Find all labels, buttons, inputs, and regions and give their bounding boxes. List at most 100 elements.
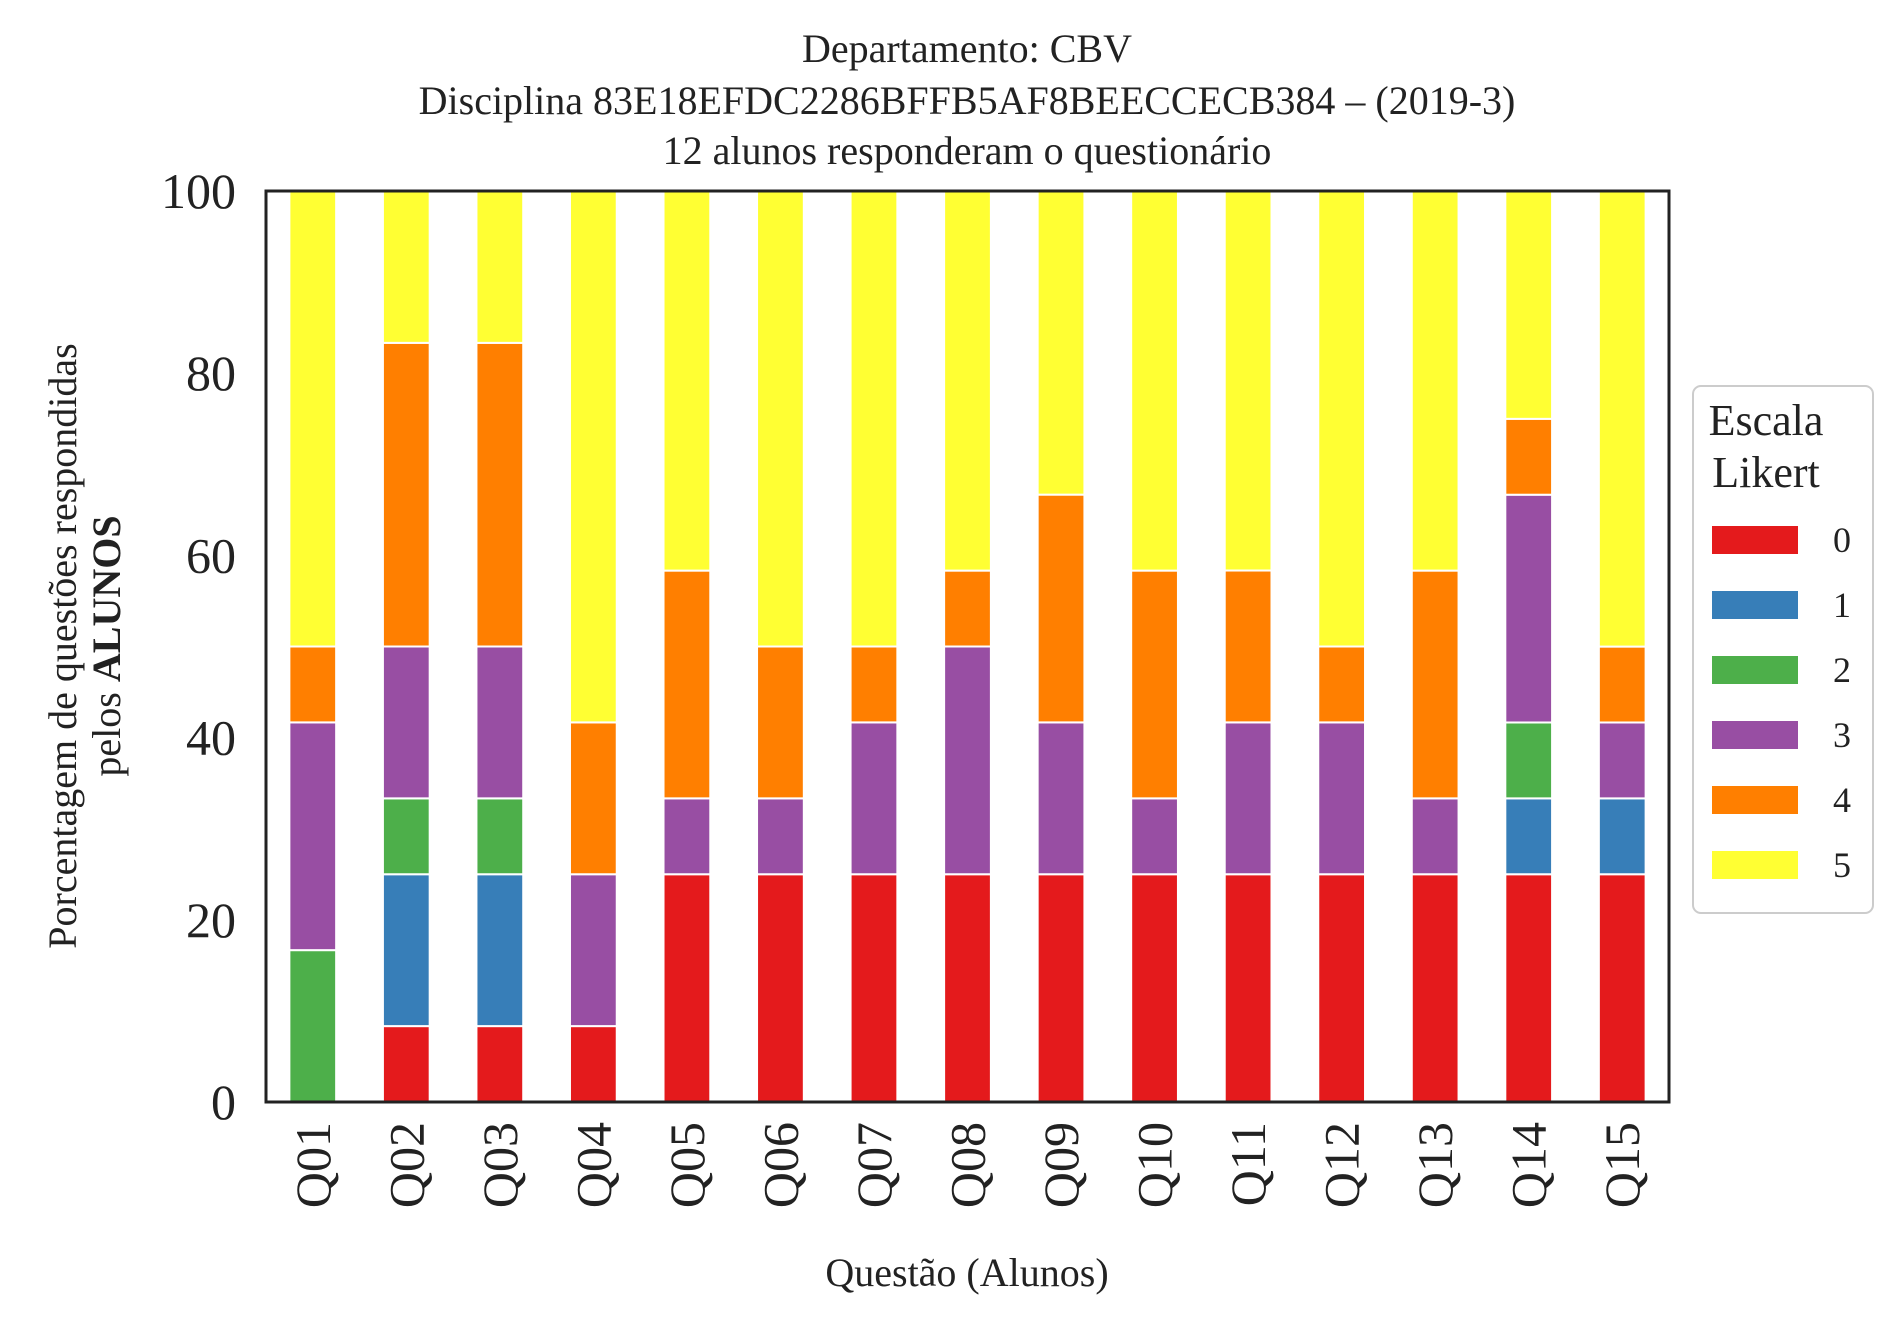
bar-q13-likert-3 bbox=[1410, 797, 1460, 876]
bar-q11-likert-5 bbox=[1223, 189, 1273, 572]
bar-q07-likert-3 bbox=[849, 721, 899, 876]
bar-q15-likert-4 bbox=[1597, 645, 1647, 724]
legend-swatch-5 bbox=[1712, 851, 1798, 879]
x-tick-label-q07: Q07 bbox=[846, 1122, 902, 1208]
bar-q13-likert-5 bbox=[1410, 190, 1460, 572]
x-tick-label-q12: Q12 bbox=[1314, 1122, 1370, 1208]
bar-q01-likert-5 bbox=[288, 190, 338, 648]
bar-q09-likert-5 bbox=[1036, 190, 1086, 496]
bar-q08-likert-5 bbox=[943, 190, 992, 572]
bar-q12-likert-5 bbox=[1317, 190, 1367, 648]
bar-q08-likert-4 bbox=[943, 569, 992, 648]
bar-q11-likert-0 bbox=[1223, 873, 1273, 1103]
bar-q01-likert-3 bbox=[288, 721, 338, 952]
bar-q12-likert-4 bbox=[1317, 645, 1367, 724]
legend-box bbox=[1692, 385, 1874, 914]
bar-q09-likert-3 bbox=[1036, 721, 1086, 876]
bar-q01-likert-4 bbox=[288, 645, 338, 724]
bar-q04-likert-4 bbox=[568, 721, 618, 876]
legend-swatch-3 bbox=[1712, 721, 1798, 749]
bar-q09-likert-4 bbox=[1036, 493, 1086, 724]
y-tick-label-60: 60 bbox=[186, 527, 236, 583]
x-tick-label-q06: Q06 bbox=[752, 1122, 808, 1208]
bar-q13-likert-4 bbox=[1410, 569, 1460, 800]
legend-swatch-0 bbox=[1712, 526, 1798, 554]
bar-q03-likert-3 bbox=[475, 645, 525, 800]
legend-label-2: 2 bbox=[1833, 650, 1851, 690]
legend-label-0: 0 bbox=[1833, 520, 1851, 560]
y-tick-label-100: 100 bbox=[161, 163, 236, 219]
y-axis-label-bold: ALUNOS bbox=[84, 515, 129, 682]
x-axis-label: Questão (Alunos) bbox=[825, 1250, 1108, 1295]
legend-title-line-1: Escala bbox=[1709, 396, 1824, 445]
x-tick-label-q11: Q11 bbox=[1220, 1122, 1276, 1206]
bar-q06-likert-4 bbox=[756, 645, 805, 800]
bar-q10-likert-5 bbox=[1130, 190, 1179, 572]
legend-items: 0 1 2 3 4 5 bbox=[1712, 520, 1851, 885]
bar-q10-likert-3 bbox=[1130, 797, 1179, 876]
bar-q02-likert-1 bbox=[381, 873, 431, 1028]
x-tick-label-q04: Q04 bbox=[565, 1122, 621, 1208]
bar-q04-likert-3 bbox=[568, 873, 618, 1028]
bar-q14-likert-5 bbox=[1504, 190, 1554, 420]
bar-q11-likert-4 bbox=[1223, 569, 1273, 724]
bar-q09-likert-0 bbox=[1036, 873, 1086, 1103]
bar-q05-likert-3 bbox=[662, 797, 712, 876]
x-tick-label-q15: Q15 bbox=[1594, 1122, 1650, 1208]
legend: Escala Likert 0 1 2 3 4 5 bbox=[1692, 385, 1874, 914]
y-axis-label: Porcentagem de questões respondidas bbox=[40, 343, 85, 948]
title-line-2: Disciplina 83E18EFDC2286BFFB5AF8BEECCECB… bbox=[419, 78, 1516, 123]
bar-q07-likert-0 bbox=[849, 873, 899, 1103]
bar-q07-likert-4 bbox=[849, 645, 899, 724]
bars-layer bbox=[288, 189, 1647, 1104]
bar-q02-likert-0 bbox=[381, 1025, 431, 1103]
bar-q08-likert-3 bbox=[943, 645, 992, 876]
bar-q05-likert-4 bbox=[662, 569, 712, 800]
x-tick-label-q09: Q09 bbox=[1033, 1122, 1089, 1208]
bar-q06-likert-5 bbox=[756, 190, 805, 648]
plot-frame bbox=[264, 189, 1671, 1104]
title-line-3: 12 alunos responderam o questionário bbox=[663, 128, 1272, 173]
bar-q05-likert-5 bbox=[662, 190, 712, 572]
x-tick-label-q08: Q08 bbox=[940, 1122, 996, 1208]
bar-q02-likert-2 bbox=[381, 797, 431, 876]
y-axis-ticks: 0 20 40 60 80 100 bbox=[161, 163, 236, 1130]
bar-q14-likert-2 bbox=[1504, 721, 1554, 800]
bar-q01-likert-2 bbox=[288, 949, 338, 1104]
bar-q08-likert-0 bbox=[943, 873, 992, 1103]
bar-q03-likert-4 bbox=[475, 341, 525, 648]
bar-q12-likert-3 bbox=[1317, 721, 1367, 876]
legend-label-3: 3 bbox=[1833, 715, 1851, 755]
bar-q03-likert-2 bbox=[475, 797, 525, 876]
bar-q15-likert-3 bbox=[1597, 721, 1647, 800]
y-tick-label-40: 40 bbox=[186, 710, 236, 766]
bar-q15-likert-5 bbox=[1597, 190, 1647, 648]
x-tick-label-q13: Q13 bbox=[1407, 1122, 1463, 1208]
y-axis-label-prefix: pelos bbox=[84, 682, 129, 776]
bar-q15-likert-0 bbox=[1597, 873, 1647, 1103]
legend-label-5: 5 bbox=[1833, 845, 1851, 885]
y-tick-label-80: 80 bbox=[186, 345, 236, 401]
legend-swatch-1 bbox=[1712, 591, 1798, 619]
legend-swatch-2 bbox=[1712, 656, 1798, 684]
bar-q10-likert-0 bbox=[1130, 873, 1179, 1103]
chart-title: Departamento: CBV Disciplina 83E18EFDC22… bbox=[419, 26, 1516, 173]
bar-q03-likert-0 bbox=[475, 1025, 525, 1103]
bar-q02-likert-3 bbox=[381, 645, 431, 800]
bar-q04-likert-5 bbox=[568, 190, 618, 724]
bar-q14-likert-4 bbox=[1504, 417, 1554, 496]
bar-q14-likert-3 bbox=[1504, 493, 1554, 724]
legend-title-line-2: Likert bbox=[1712, 448, 1820, 497]
x-tick-label-q14: Q14 bbox=[1501, 1122, 1557, 1208]
x-tick-label-q10: Q10 bbox=[1127, 1122, 1183, 1208]
x-axis-ticks: Q01 Q02 Q03 Q04 Q05 Q06 Q07 Q08 Q09 Q10 Q11 Q12 Q13 Q… bbox=[285, 1122, 1650, 1208]
legend-label-4: 4 bbox=[1833, 780, 1851, 820]
bar-q06-likert-0 bbox=[756, 873, 805, 1103]
bar-q04-likert-0 bbox=[568, 1025, 618, 1103]
legend-swatch-4 bbox=[1712, 786, 1798, 814]
bar-q14-likert-0 bbox=[1504, 873, 1554, 1103]
legend-label-1: 1 bbox=[1833, 585, 1851, 625]
bar-q02-likert-5 bbox=[381, 190, 431, 344]
bar-q15-likert-1 bbox=[1597, 797, 1647, 876]
